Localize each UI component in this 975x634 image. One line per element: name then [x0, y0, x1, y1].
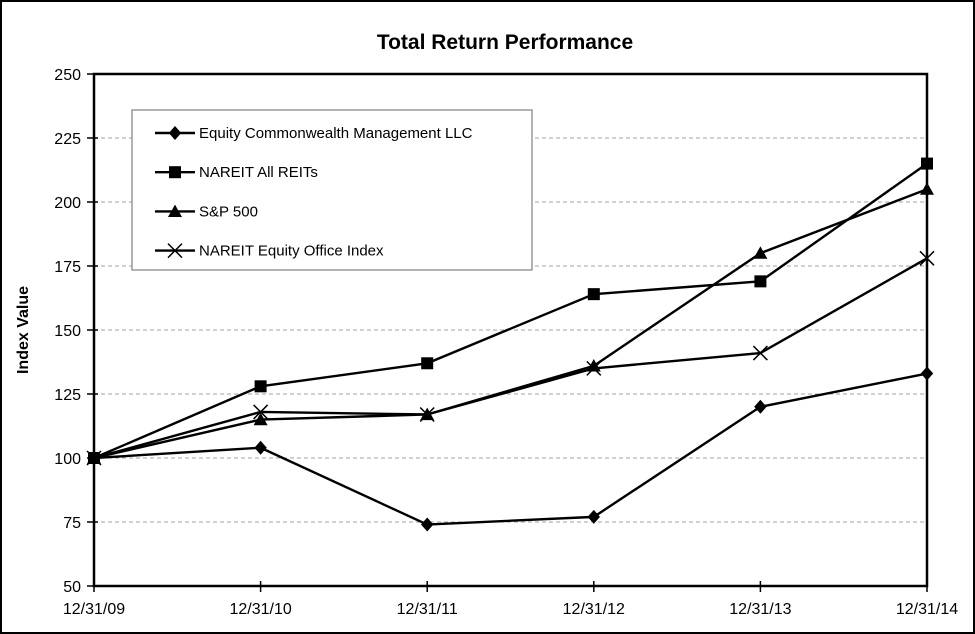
y-tick-label-175: 175: [54, 259, 81, 276]
x-tick-label-3: 12/31/12: [563, 601, 625, 618]
x-tick-label-2: 12/31/11: [397, 601, 458, 618]
series-3-point-3-x-marker-icon: [586, 360, 602, 376]
series-line-0: [93, 372, 928, 526]
series-3-point-1-x-marker-icon: [253, 404, 269, 420]
series-1-point-3-square-marker-icon: [587, 288, 600, 301]
series-1-point-5-square-marker-icon: [921, 157, 933, 170]
chart-title: Total Return Performance: [377, 31, 633, 54]
series-3-point-5-x-marker-icon: [919, 250, 935, 266]
series-0-point-3-diamond-marker-icon: [587, 509, 600, 524]
x-tick-label-4: 12/31/13: [729, 601, 791, 618]
legend-label-0: Equity Commonwealth Management LLC: [199, 125, 473, 142]
legend-2-triangle-marker-icon: [168, 204, 182, 217]
series-0-point-2-diamond-marker-icon: [421, 517, 434, 532]
series-line-2: [93, 188, 928, 460]
y-tick-label-200: 200: [54, 195, 81, 212]
y-tick-label-150: 150: [54, 323, 81, 340]
y-tick-label-100: 100: [54, 451, 81, 468]
y-tick-label-75: 75: [63, 515, 81, 532]
legend-label-2: S&P 500: [199, 203, 258, 220]
series-line-1: [93, 162, 928, 460]
series-3-point-4-x-marker-icon: [752, 345, 768, 361]
y-tick-label-50: 50: [63, 579, 81, 596]
legend-1-square-marker-icon: [169, 166, 181, 179]
series-1-point-4-square-marker-icon: [754, 275, 767, 288]
legend-0-diamond-marker-icon: [168, 126, 182, 140]
series-2-point-1-triangle-marker-icon: [253, 412, 268, 426]
series-line-3: [93, 257, 928, 460]
y-axis-label: Index Value: [15, 286, 32, 374]
series-3-point-0-x-marker-icon: [86, 450, 102, 466]
y-tick-label-225: 225: [54, 131, 81, 148]
series-0-point-4-diamond-marker-icon: [754, 399, 767, 414]
series-1-point-2-square-marker-icon: [421, 357, 434, 370]
x-tick-label-1: 12/31/10: [229, 601, 291, 618]
series-0-point-1-diamond-marker-icon: [254, 440, 267, 455]
series-1-point-1-square-marker-icon: [254, 380, 267, 393]
series-0-point-5-diamond-marker-icon: [920, 366, 934, 381]
x-tick-label-5: 12/31/14: [896, 601, 958, 618]
y-tick-label-250: 250: [54, 67, 81, 84]
legend-label-1: NAREIT All REITs: [199, 164, 318, 181]
x-tick-label-0: 12/31/09: [63, 601, 125, 618]
series-2-point-4-triangle-marker-icon: [753, 246, 768, 259]
y-tick-label-125: 125: [54, 387, 81, 404]
series-3-point-2-x-marker-icon: [419, 406, 435, 423]
legend-box: [131, 109, 533, 271]
legend-label-3: NAREIT Equity Office Index: [199, 243, 384, 260]
legend-3-x-marker-icon: [167, 243, 183, 259]
series-2-point-5-triangle-marker-icon: [920, 182, 934, 195]
